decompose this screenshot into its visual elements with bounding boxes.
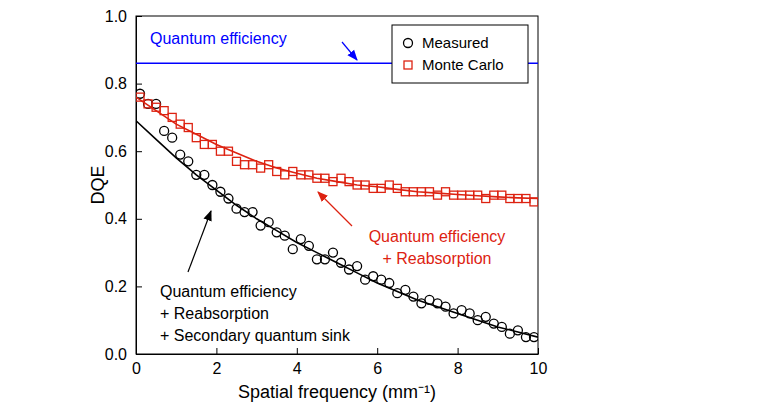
legend-label: Monte Carlo [422,56,504,73]
plot-frame [136,16,538,354]
point [288,245,297,254]
tick-mark [136,286,142,287]
tick-mark [297,348,298,354]
point [257,164,265,172]
point [328,248,337,257]
axis-line [137,354,539,355]
tick: 0.2 [105,278,142,295]
tick-label: 0.2 [105,278,127,295]
tick: 0.4 [105,210,142,227]
line [136,121,538,337]
point [481,312,490,321]
legend-marker [404,39,413,48]
annotation: Quantum efficiency [369,228,506,245]
tick: 10 [530,348,548,377]
legend-label: Measured [422,34,489,51]
tick-label: 8 [454,360,463,377]
tick: 0.6 [105,143,142,160]
tick-label: 0 [132,360,141,377]
tick-mark [136,84,142,85]
tick: 8 [454,348,463,377]
annotation: Quantum efficiency [160,283,297,300]
axis-line [136,17,137,355]
tick-label: 0.6 [105,143,127,160]
x-axis-title: Spatial frequency (mm⁻¹) [238,382,436,402]
chart: 0 2 4 6 8 10 0.0 0.2 0.4 0.6 0.8 1.0 Spatial frequen… [0,0,778,416]
legend-marker [404,61,412,69]
tick-label: 1.0 [105,8,127,25]
annotation: + Reabsorption [160,305,269,322]
tick-mark [458,348,459,354]
tick: 2 [212,348,221,377]
annotation: + Reabsorption [383,250,492,267]
tick-mark [136,219,142,220]
tick-mark [136,354,142,355]
point [506,195,514,203]
point [241,161,249,169]
y-axis: 0.0 0.2 0.4 0.6 0.8 1.0 [105,8,142,363]
tick: 0.0 [105,346,142,363]
tick-label: 10 [530,360,548,377]
annotation: Quantum efficiency [150,30,287,47]
x-axis: 0 2 4 6 8 10 [132,348,547,377]
point [401,188,409,196]
annotation-arrow [188,211,211,272]
tick-label: 6 [373,360,382,377]
tick-mark [216,348,217,354]
tick-mark [136,151,142,152]
point [168,133,177,142]
point [353,262,362,271]
tick: 4 [293,348,302,377]
point [200,140,208,148]
point [233,157,241,165]
point [281,171,289,179]
point [249,161,257,169]
tick-label: 2 [212,360,221,377]
annotation-arrow [342,42,357,60]
annotation: + Secondary quantum sink [160,327,351,344]
tick-mark [136,16,142,17]
tick: 1.0 [105,8,142,25]
legend: Measured Monte Carlo [392,25,528,83]
line [136,97,538,198]
tick-label: 0.8 [105,75,127,92]
point [216,147,224,155]
tick-label: 0.4 [105,210,127,227]
tick-label: 4 [293,360,302,377]
tick-mark [538,348,539,354]
tick: 6 [373,348,382,377]
annotations: Quantum efficiency Quantum efficiency + Re… [150,30,505,344]
point [490,191,498,199]
annotation-arrow [318,192,352,226]
tick-mark [377,348,378,354]
tick-label: 0.0 [105,346,127,363]
tick: 0.8 [105,75,142,92]
point [160,126,169,135]
legend-box [392,25,528,83]
plot-area [136,63,538,341]
y-axis-title: DQE [88,165,108,204]
point [321,174,329,182]
